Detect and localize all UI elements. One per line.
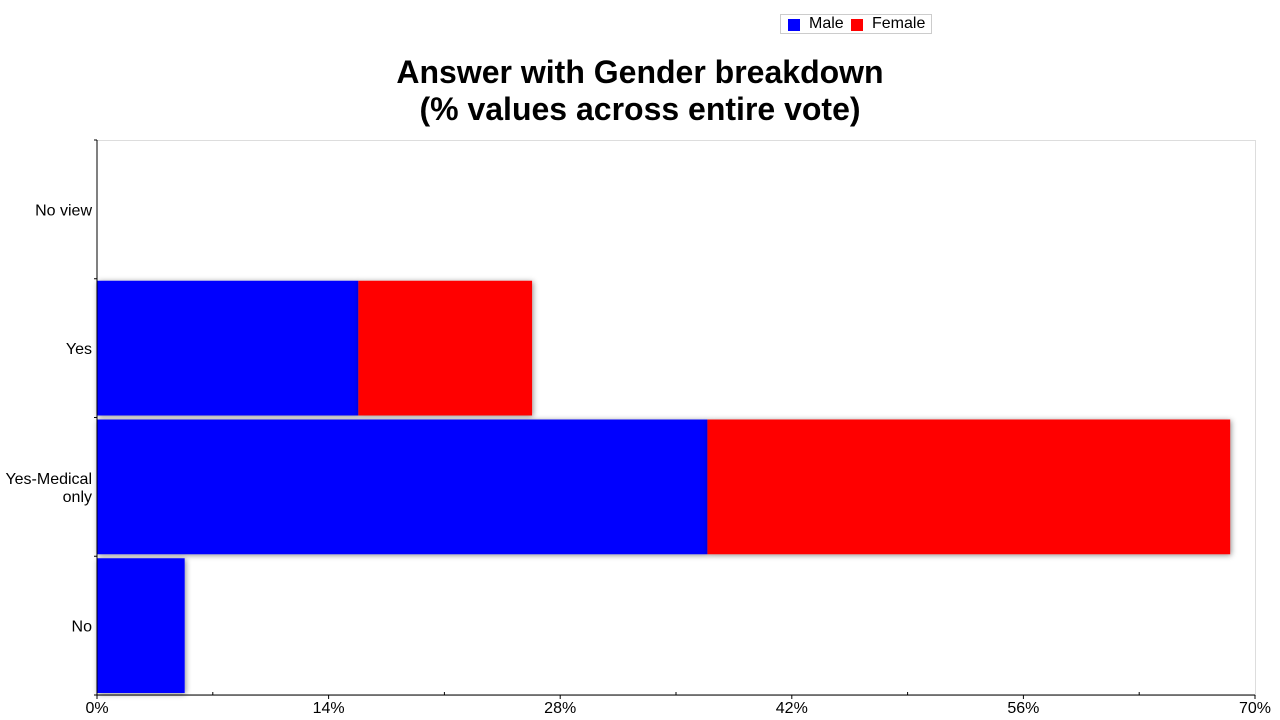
chart-title: Answer with Gender breakdown (% values a…: [0, 54, 1280, 128]
legend-swatch-male: [788, 19, 800, 31]
legend-swatch-female: [851, 19, 863, 31]
bar-yes-female[interactable]: [358, 280, 533, 416]
chart-title-line-2: (% values across entire vote): [419, 91, 861, 127]
bars-layer: [97, 280, 1231, 693]
legend-label-male: Male: [809, 15, 844, 32]
legend-item-female[interactable]: Female: [851, 15, 925, 33]
x-tick-label-28: 28%: [544, 700, 576, 717]
y-tick-label-no: No: [72, 619, 93, 636]
y-tick-label-no-view: No view: [35, 202, 92, 219]
y-tick-label-yes-medical-only-line-2: only: [63, 489, 92, 506]
chart-title-line-1: Answer with Gender breakdown: [396, 54, 884, 90]
y-tick-label-yes: Yes: [66, 341, 92, 358]
bar-no-male[interactable]: [97, 558, 185, 693]
x-tick-label-0: 0%: [85, 700, 108, 717]
legend-item-male[interactable]: Male: [788, 15, 844, 33]
bar-yes-medical-only-male[interactable]: [97, 419, 708, 555]
y-tick-label-yes-medical-only-line-1: Yes-Medical: [5, 471, 92, 488]
x-tick-label-42: 42%: [776, 700, 808, 717]
x-tick-label-70: 70%: [1239, 700, 1271, 717]
plot-area-border: [96, 140, 1256, 696]
x-tick-label-56: 56%: [1007, 700, 1039, 717]
x-tick-label-14: 14%: [313, 700, 345, 717]
legend-label-female: Female: [872, 15, 926, 32]
chart-legend: Male Female: [780, 14, 932, 34]
bar-yes-medical-only-female[interactable]: [707, 419, 1231, 555]
bar-yes-male[interactable]: [97, 280, 359, 416]
